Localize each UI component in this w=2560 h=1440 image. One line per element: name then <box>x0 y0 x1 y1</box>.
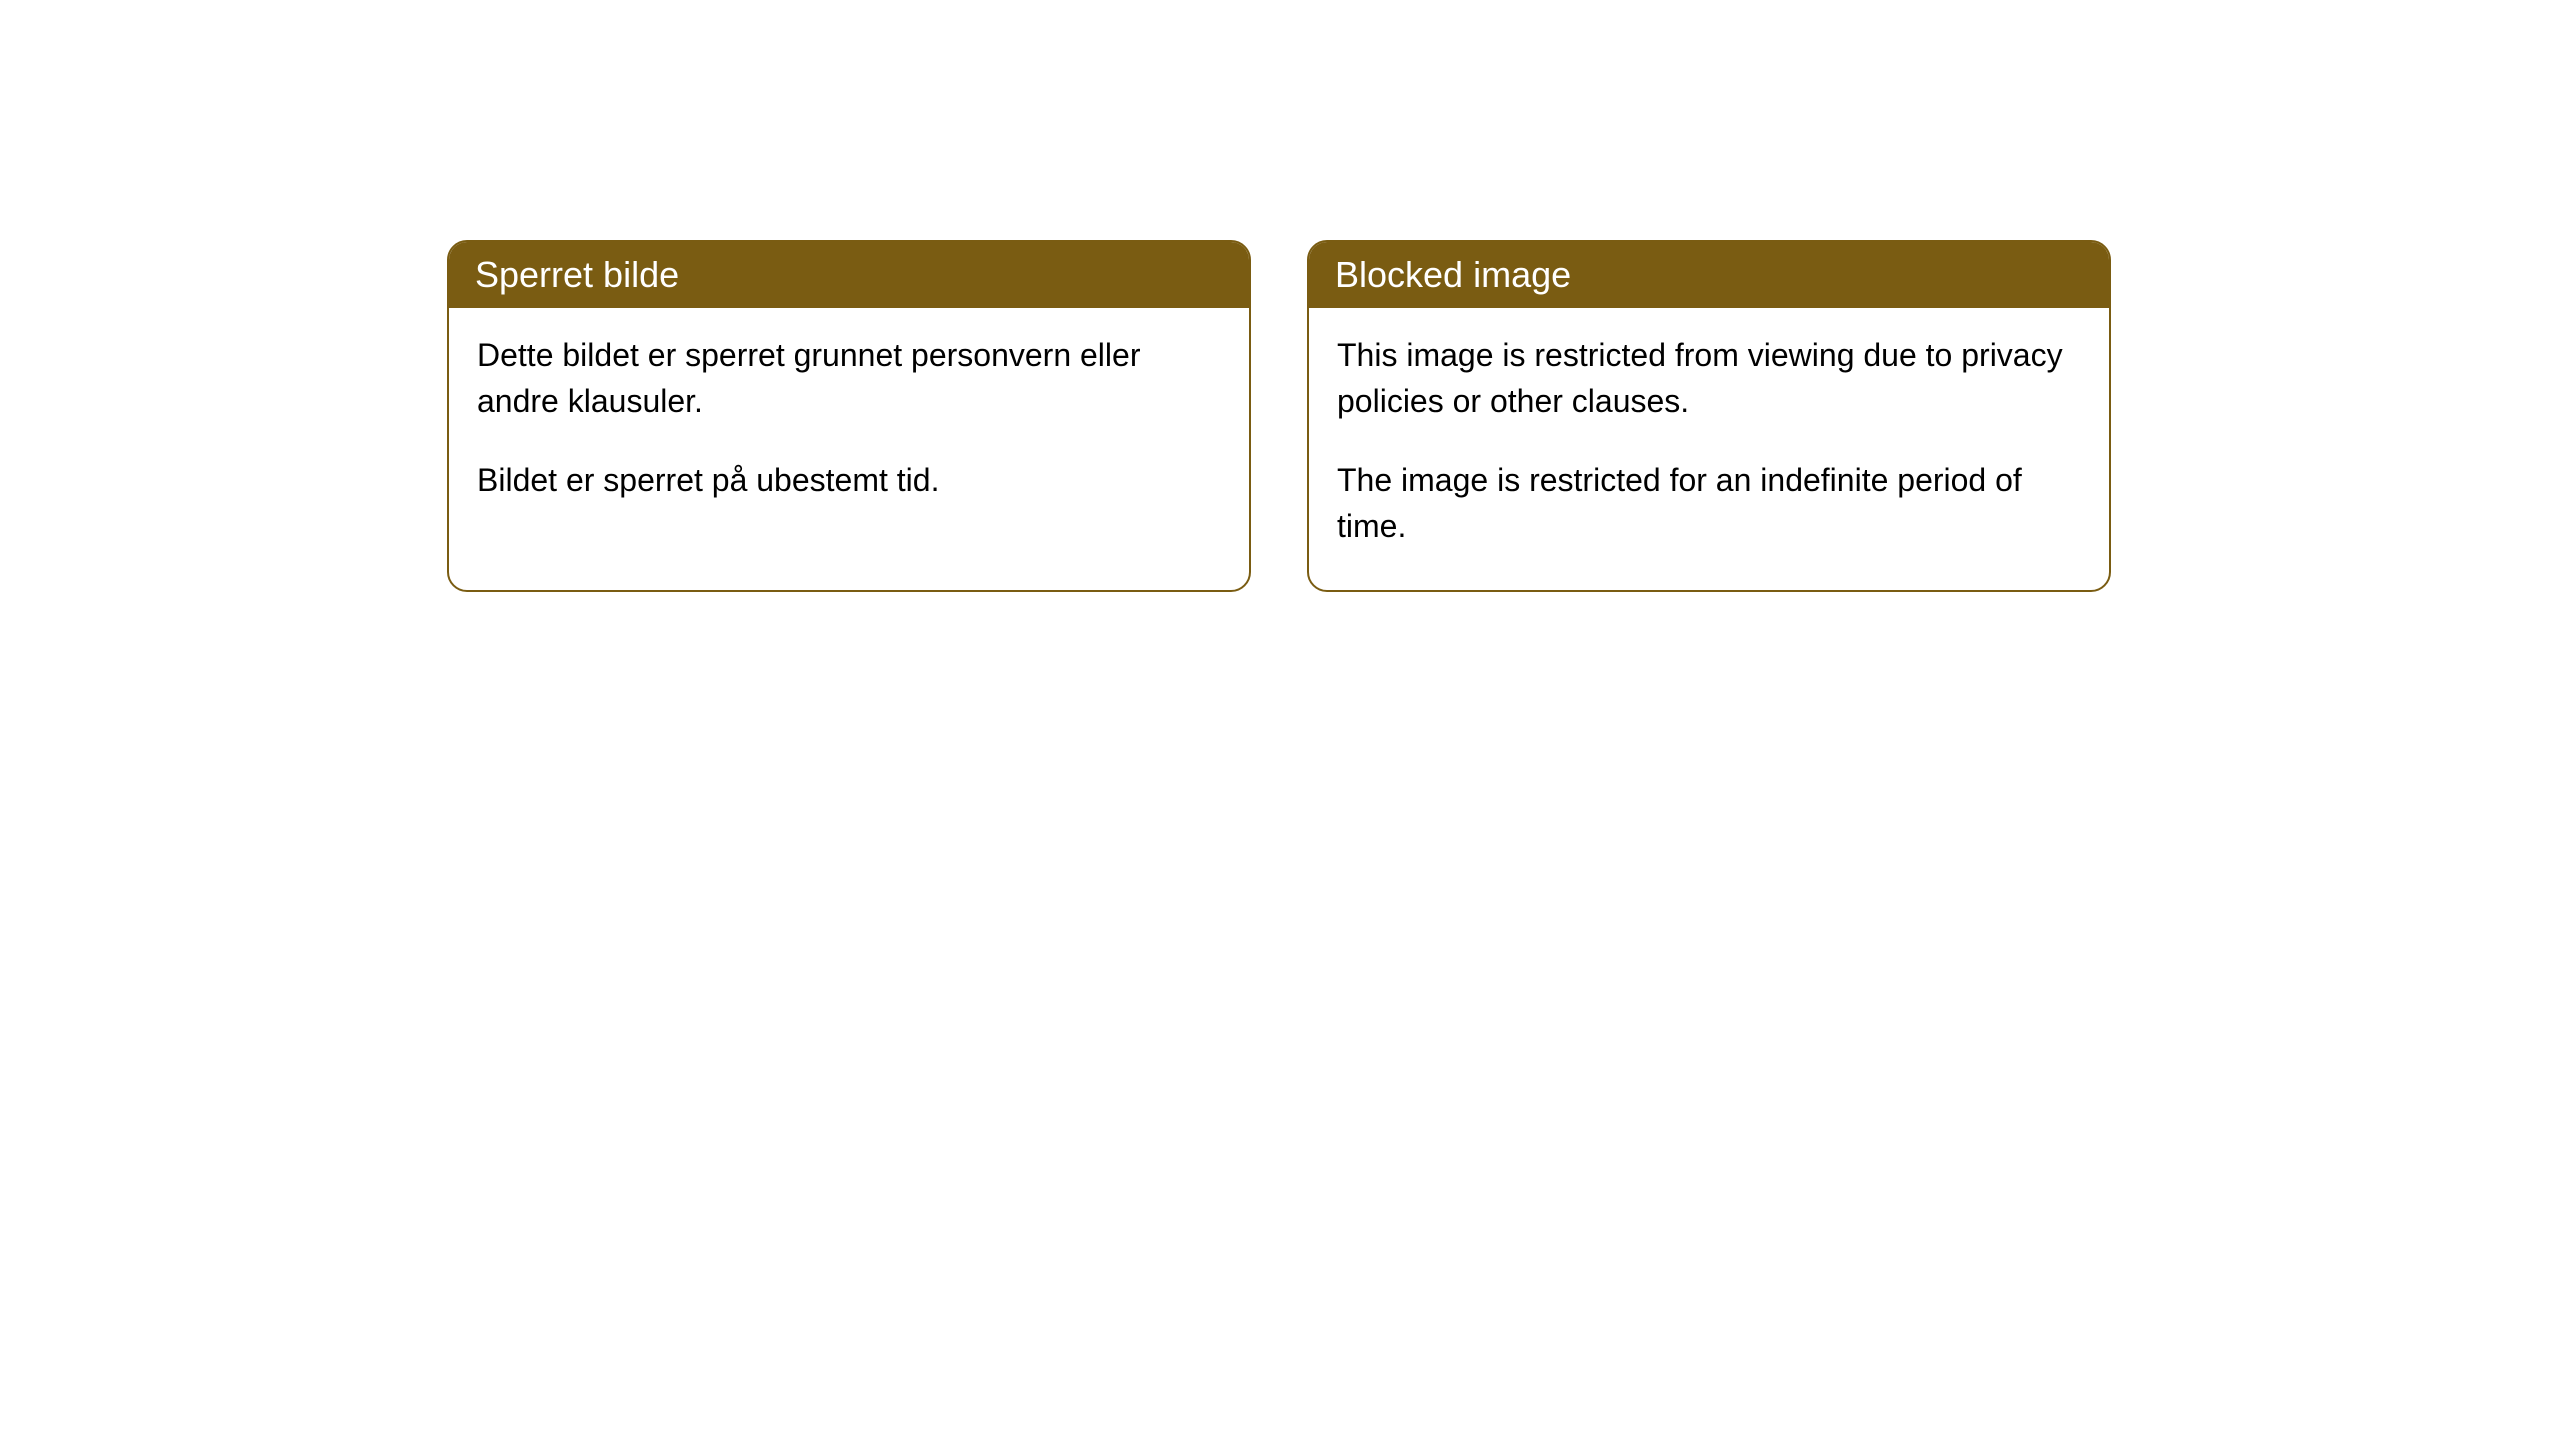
card-body: Dette bildet er sperret grunnet personve… <box>449 308 1249 543</box>
cards-container: Sperret bilde Dette bildet er sperret gr… <box>0 0 2560 592</box>
card-header: Sperret bilde <box>449 242 1249 308</box>
blocked-image-card-norwegian: Sperret bilde Dette bildet er sperret gr… <box>447 240 1251 592</box>
blocked-image-card-english: Blocked image This image is restricted f… <box>1307 240 2111 592</box>
card-body: This image is restricted from viewing du… <box>1309 308 2109 590</box>
card-paragraph: The image is restricted for an indefinit… <box>1337 457 2081 550</box>
card-paragraph: This image is restricted from viewing du… <box>1337 332 2081 425</box>
card-paragraph: Dette bildet er sperret grunnet personve… <box>477 332 1221 425</box>
card-header: Blocked image <box>1309 242 2109 308</box>
card-paragraph: Bildet er sperret på ubestemt tid. <box>477 457 1221 503</box>
